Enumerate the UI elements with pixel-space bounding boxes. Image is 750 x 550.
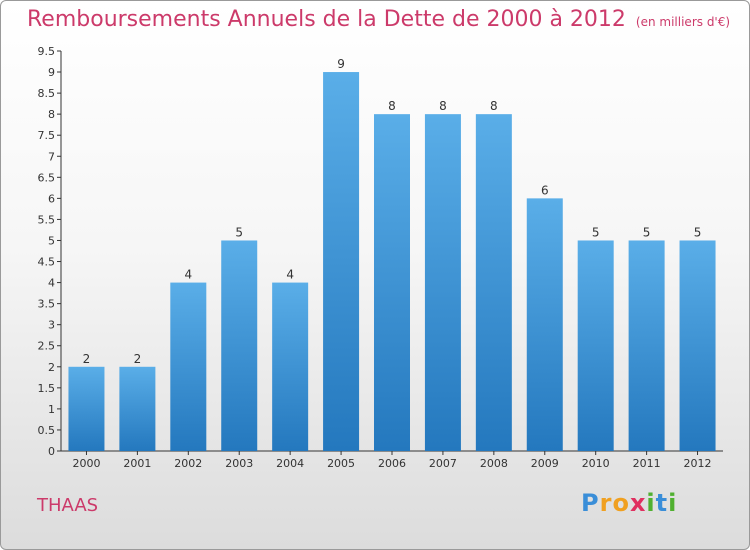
data-label-2007: 8 bbox=[439, 99, 447, 113]
y-tick-label: 8.5 bbox=[38, 87, 56, 100]
bar-2012 bbox=[679, 240, 716, 451]
y-tick-label: 0.5 bbox=[38, 424, 56, 437]
x-tick-label-2004: 2004 bbox=[276, 457, 304, 470]
y-tick-label: 3 bbox=[48, 319, 55, 332]
data-label-2002: 4 bbox=[184, 268, 192, 282]
y-tick-label: 6 bbox=[48, 192, 55, 205]
y-tick-label: 7.5 bbox=[38, 129, 56, 142]
data-label-2005: 9 bbox=[337, 57, 345, 71]
bar-2011 bbox=[628, 240, 665, 451]
y-tick-label: 1.5 bbox=[38, 382, 56, 395]
y-tick-label: 9 bbox=[48, 66, 55, 79]
data-label-2000: 2 bbox=[83, 352, 91, 366]
y-tick-label: 8 bbox=[48, 108, 55, 121]
y-tick-label: 2.5 bbox=[38, 340, 56, 353]
proxiti-logo: Proxiti bbox=[581, 489, 678, 517]
data-label-2001: 2 bbox=[134, 352, 142, 366]
y-tick-label: 3.5 bbox=[38, 298, 56, 311]
y-tick-label: 4.5 bbox=[38, 256, 56, 269]
data-label-2004: 4 bbox=[286, 268, 294, 282]
bar-2001 bbox=[119, 366, 156, 451]
data-label-2006: 8 bbox=[388, 99, 396, 113]
data-label-2012: 5 bbox=[694, 225, 702, 239]
x-tick-label-2007: 2007 bbox=[429, 457, 457, 470]
y-tick-label: 5 bbox=[48, 234, 55, 247]
bar-2010 bbox=[577, 240, 614, 451]
bar-2005 bbox=[323, 72, 360, 451]
x-tick-label-2001: 2001 bbox=[123, 457, 151, 470]
y-tick-label: 6.5 bbox=[38, 171, 56, 184]
x-tick-label-2003: 2003 bbox=[225, 457, 253, 470]
y-tick-label: 9.5 bbox=[38, 45, 56, 58]
y-tick-label: 5.5 bbox=[38, 213, 56, 226]
data-label-2010: 5 bbox=[592, 225, 600, 239]
data-label-2008: 8 bbox=[490, 99, 498, 113]
commune-name: THAAS bbox=[37, 495, 99, 516]
data-label-2011: 5 bbox=[643, 225, 651, 239]
x-tick-label-2009: 2009 bbox=[531, 457, 559, 470]
bar-2007 bbox=[424, 114, 461, 451]
bar-2002 bbox=[170, 282, 207, 451]
y-tick-label: 2 bbox=[48, 361, 55, 374]
x-tick-label-2010: 2010 bbox=[582, 457, 610, 470]
data-label-2009: 6 bbox=[541, 183, 549, 197]
y-tick-label: 1 bbox=[48, 403, 55, 416]
chart-title: Remboursements Annuels de la Dette de 20… bbox=[27, 7, 730, 32]
data-label-2003: 5 bbox=[235, 225, 243, 239]
x-tick-label-2005: 2005 bbox=[327, 457, 355, 470]
bar-2008 bbox=[475, 114, 512, 451]
x-tick-label-2002: 2002 bbox=[174, 457, 202, 470]
bar-2009 bbox=[526, 198, 563, 451]
bar-2006 bbox=[374, 114, 410, 451]
x-tick-label-2006: 2006 bbox=[378, 457, 406, 470]
chart-title-text: Remboursements Annuels de la Dette de 20… bbox=[27, 7, 626, 32]
bar-2004 bbox=[272, 282, 309, 451]
x-tick-label-2011: 2011 bbox=[633, 457, 661, 470]
y-tick-label: 7 bbox=[48, 150, 55, 163]
x-tick-label-2008: 2008 bbox=[480, 457, 508, 470]
x-tick-label-2000: 2000 bbox=[72, 457, 100, 470]
chart-unit: (en milliers d'€) bbox=[635, 15, 731, 29]
y-tick-label: 4 bbox=[48, 277, 55, 290]
bar-2003 bbox=[221, 240, 258, 451]
x-tick-label-2012: 2012 bbox=[684, 457, 712, 470]
bar-2000 bbox=[68, 366, 105, 451]
y-tick-label: 0 bbox=[48, 445, 55, 458]
